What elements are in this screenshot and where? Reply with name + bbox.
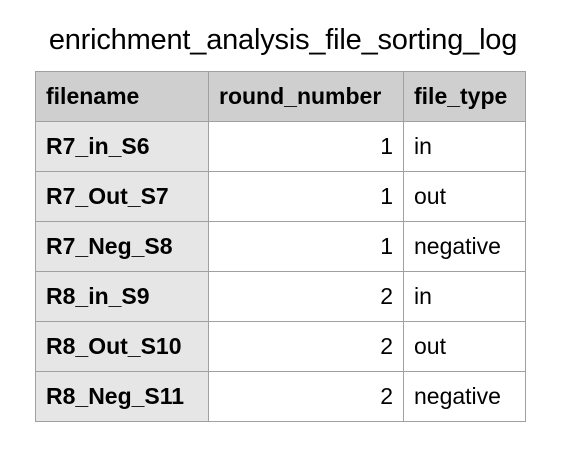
column-header-file-type: file_type [403, 71, 526, 122]
round-number-cell: 1 [208, 221, 404, 272]
column-header-round-number: round_number [208, 71, 404, 122]
round-number-cell: 1 [208, 171, 404, 222]
filename-cell: R7_Out_S7 [35, 171, 209, 222]
file-type-cell: out [403, 321, 526, 372]
file-type-cell: in [403, 271, 526, 322]
filename-cell: R7_Neg_S8 [35, 221, 209, 272]
table-title: enrichment_analysis_file_sorting_log [48, 24, 518, 56]
table-row: R7_Out_S7 1 out [35, 171, 526, 222]
round-number-cell: 1 [208, 121, 404, 172]
table-row: R8_Out_S10 2 out [35, 321, 526, 372]
file-type-cell: negative [403, 221, 526, 272]
file-type-cell: in [403, 121, 526, 172]
table-row: R7_Neg_S8 1 negative [35, 221, 526, 272]
filename-cell: R8_Out_S10 [35, 321, 209, 372]
filename-cell: R7_in_S6 [35, 121, 209, 172]
table-row: R7_in_S6 1 in [35, 121, 526, 172]
header-row: filename round_number file_type [35, 71, 526, 122]
filename-cell: R8_in_S9 [35, 271, 209, 322]
round-number-cell: 2 [208, 321, 404, 372]
column-header-filename: filename [35, 71, 209, 122]
table-row: R8_Neg_S11 2 negative [35, 371, 526, 422]
round-number-cell: 2 [208, 271, 404, 322]
round-number-cell: 2 [208, 371, 404, 422]
filename-cell: R8_Neg_S11 [35, 371, 209, 422]
file-sorting-log-table: filename round_number file_type R7_in_S6… [35, 71, 526, 422]
file-type-cell: out [403, 171, 526, 222]
table-row: R8_in_S9 2 in [35, 271, 526, 322]
file-type-cell: negative [403, 371, 526, 422]
